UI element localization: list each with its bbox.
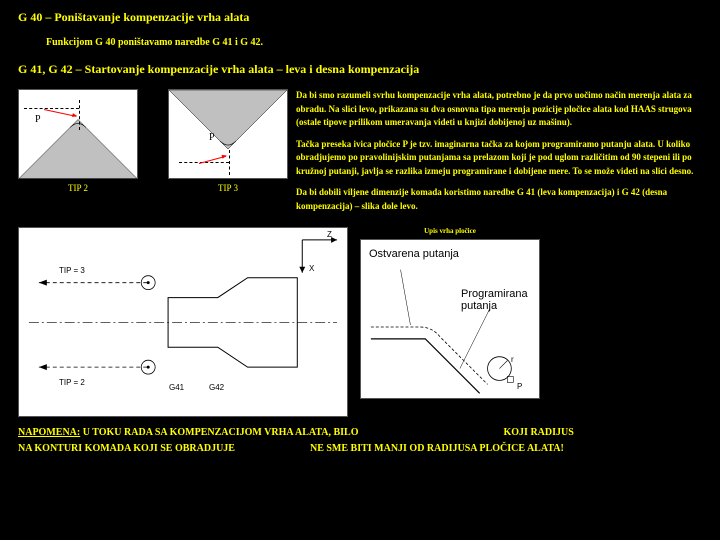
tip-figures: P TIP 2 P: [18, 89, 288, 221]
big-tip2-label: TIP = 2: [59, 378, 85, 387]
upis-label: Upis vrha pločice: [424, 227, 476, 235]
note-2a: NA KONTURI KOMADA KOJI SE OBRADJUJE: [18, 443, 235, 454]
tip2-figure: P: [18, 89, 138, 179]
big-figure: TIP = 3 TIP = 2 G41 G42 Z X: [18, 227, 348, 417]
big-g42: G42: [209, 383, 224, 392]
para1: Da bi smo razumeli svrhu kompenzacije vr…: [296, 89, 702, 130]
tip3-figure: P: [168, 89, 288, 179]
heading-g40: G 40 – Poništavanje kompenzacije vrha al…: [18, 10, 702, 25]
note-block: NAPOMENA: U TOKU RADA SA KOMPENZACIJOM V…: [18, 425, 702, 457]
para2: Tačka preseka ivica pločice P je tzv. im…: [296, 138, 702, 179]
note-label: NAPOMENA:: [18, 427, 80, 438]
note-2b: NE SME BITI MANJI OD RADIJUSA PLOČICE AL…: [310, 443, 564, 454]
p-label-tip2: P: [35, 114, 41, 125]
note-1b: KOJI RADIJUS: [504, 427, 574, 438]
big-x: X: [309, 264, 314, 273]
tip2-caption: TIP 2: [18, 183, 138, 193]
para3: Da bi dobili viljene dimenzije komada ko…: [296, 186, 702, 213]
big-z: Z: [327, 230, 332, 239]
tip3-caption: TIP 3: [168, 183, 288, 193]
big-g41: G41: [169, 383, 184, 392]
sub-g40: Funkcijom G 40 poništavamo naredbe G 41 …: [46, 37, 702, 48]
big-tip3-label: TIP = 3: [59, 266, 85, 275]
p-label-tip3: P: [209, 132, 215, 143]
r-label: r: [511, 355, 514, 364]
right-figure: Ostvarena putanja Programirana putanja r…: [360, 239, 540, 399]
programirana-label: Programirana putanja: [461, 288, 539, 312]
heading-g41: G 41, G 42 – Startovanje kompenzacije vr…: [18, 62, 702, 77]
ostvarena-label: Ostvarena putanja: [369, 248, 459, 260]
note-1a: U TOKU RADA SA KOMPENZACIJOM VRHA ALATA,…: [83, 427, 359, 438]
pp-label: P: [517, 382, 522, 391]
